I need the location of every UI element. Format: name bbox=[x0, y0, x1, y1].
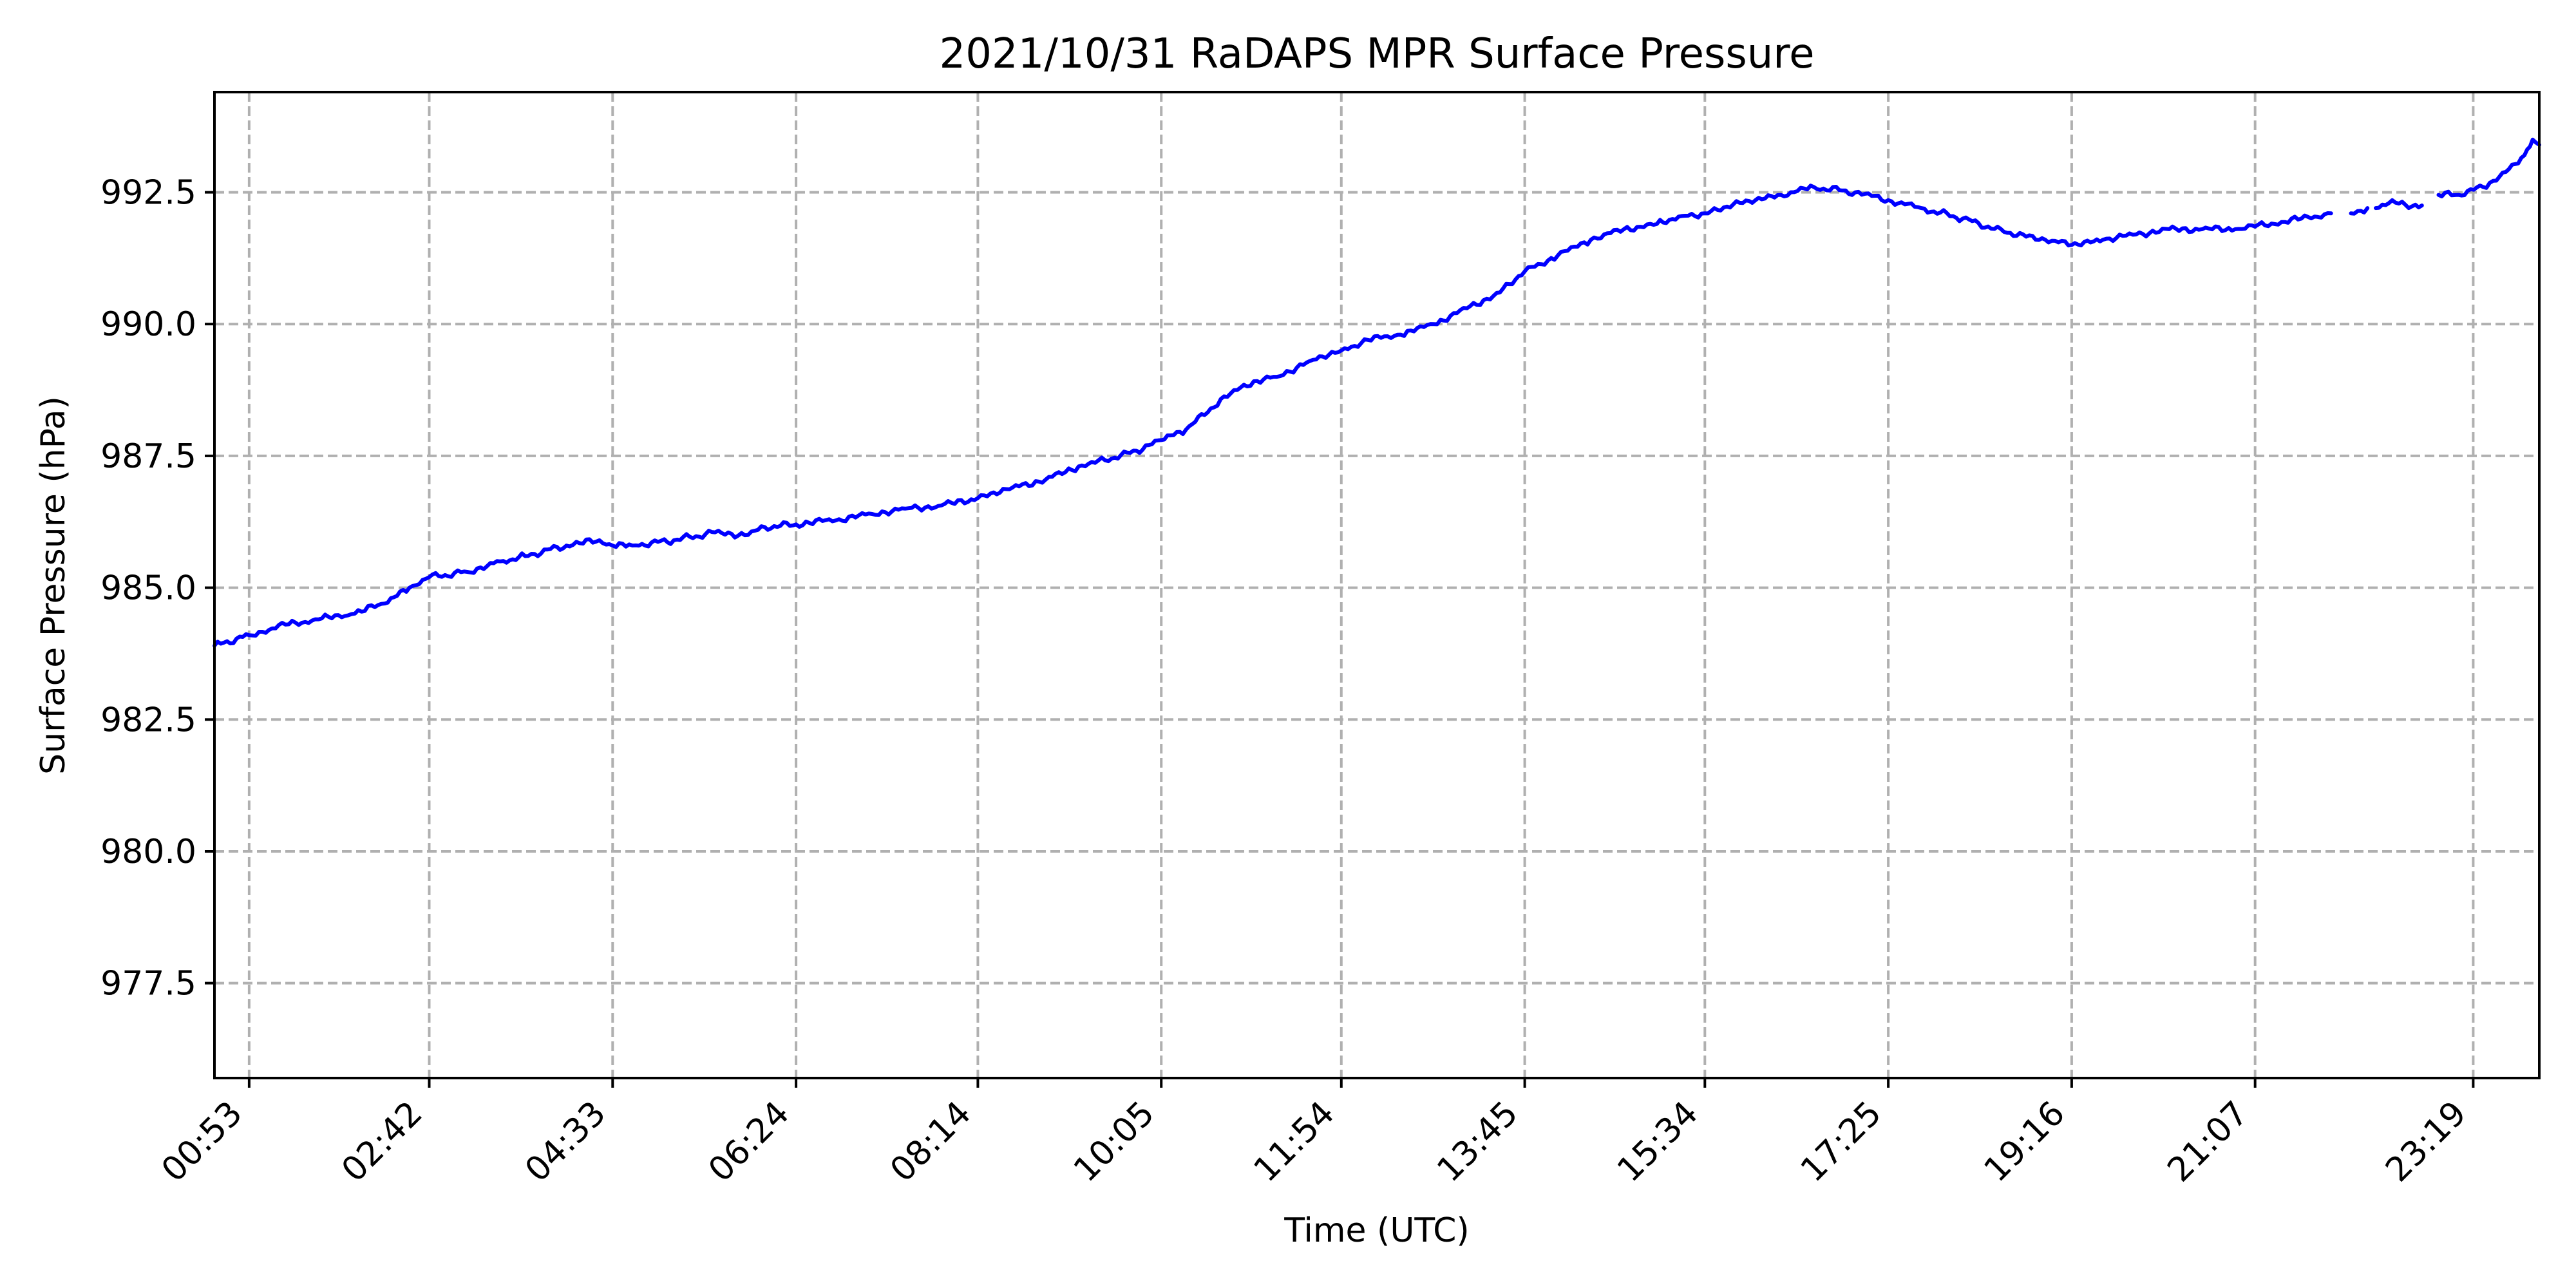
y-tick-label: 990.0 bbox=[100, 305, 196, 344]
y-tick-label: 977.5 bbox=[100, 965, 196, 1003]
y-tick-label: 987.5 bbox=[100, 437, 196, 476]
pressure-line-segment bbox=[2374, 198, 2424, 211]
chart-title: 2021/10/31 RaDAPS MPR Surface Pressure bbox=[939, 30, 1814, 78]
grid bbox=[214, 92, 2539, 1078]
pressure-line-segment bbox=[2436, 137, 2541, 198]
pressure-line-segment bbox=[2349, 206, 2370, 216]
y-axis-label: Surface Pressure (hPa) bbox=[34, 396, 73, 775]
pressure-line-segment bbox=[213, 184, 2333, 648]
y-tick-label: 992.5 bbox=[100, 174, 196, 213]
plot-area bbox=[213, 137, 2541, 648]
x-axis-label: Time (UTC) bbox=[1283, 1211, 1469, 1250]
y-tick-label: 982.5 bbox=[100, 701, 196, 739]
axes-frame bbox=[213, 91, 2541, 1079]
y-tick-label: 985.0 bbox=[100, 569, 196, 608]
y-tick-label: 980.0 bbox=[100, 833, 196, 871]
